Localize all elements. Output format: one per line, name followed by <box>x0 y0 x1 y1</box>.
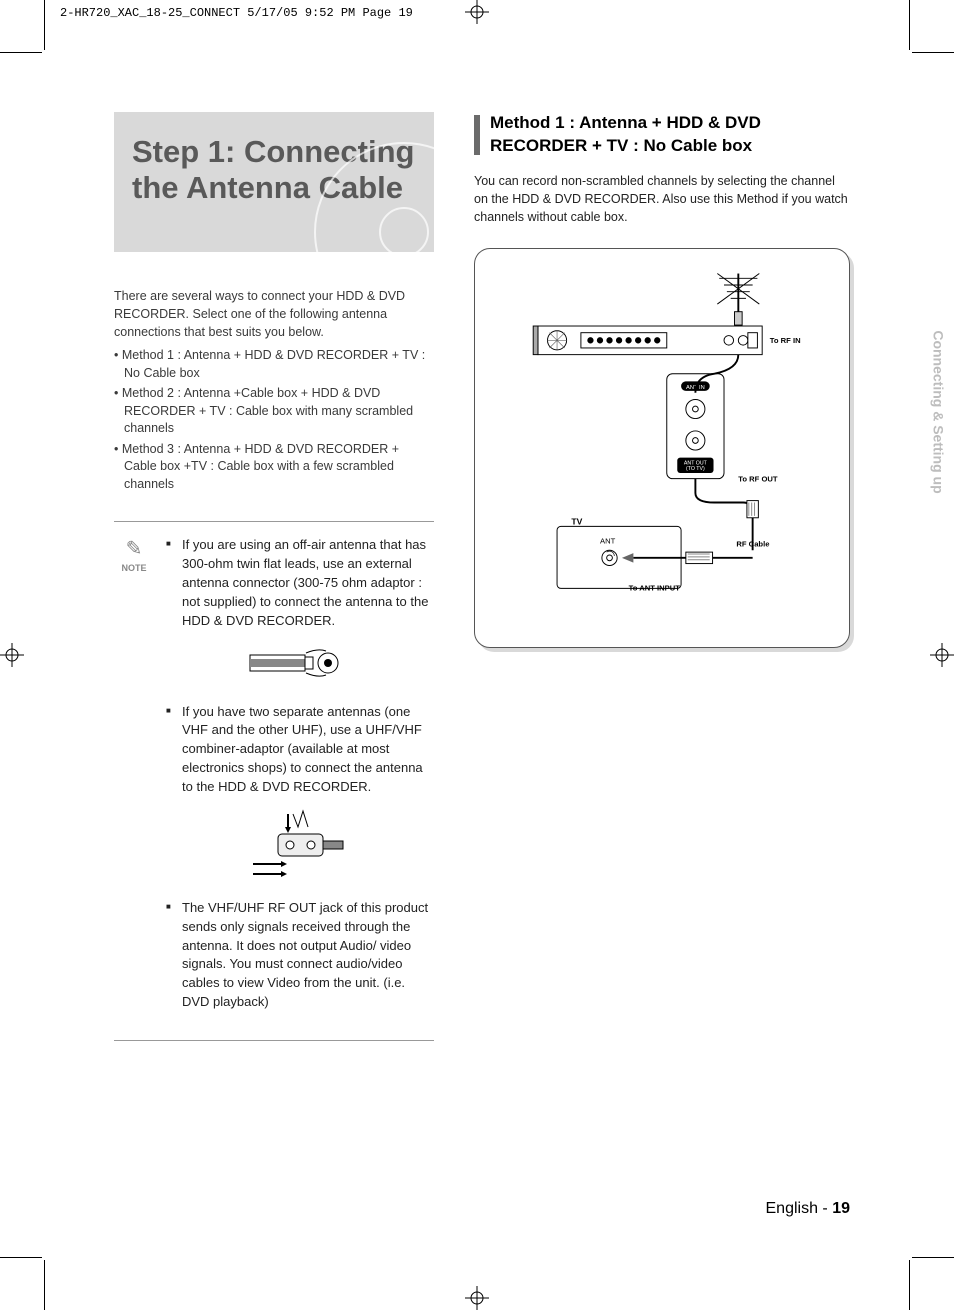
crop-mark <box>44 1260 45 1310</box>
intro-paragraph: There are several ways to connect your H… <box>114 287 434 493</box>
combiner-adaptor-icon <box>253 809 363 879</box>
note-item: The VHF/UHF RF OUT jack of this product … <box>166 899 434 1012</box>
label-to-rf-in: To RF IN <box>770 336 801 345</box>
footer-page-number: 19 <box>832 1200 850 1217</box>
method-description: You can record non-scrambled channels by… <box>474 172 850 226</box>
page-content: Step 1: Connecting the Antenna Cable The… <box>44 52 910 1258</box>
note-item: If you have two separate antennas (one V… <box>166 703 434 879</box>
print-header: 2-HR720_XAC_18-25_CONNECT 5/17/05 9:52 P… <box>60 6 413 20</box>
pencil-icon: ✎ <box>114 536 154 561</box>
registration-mark-icon <box>930 643 954 667</box>
method-option: Method 1 : Antenna + HDD & DVD RECORDER … <box>114 347 434 382</box>
crop-mark <box>912 1257 954 1258</box>
crop-mark <box>912 52 954 53</box>
registration-mark-icon <box>465 0 489 24</box>
connection-diagram: To RF IN ANT IN ANT OUT (TO TV) <box>474 248 850 648</box>
page-footer: English - 19 <box>766 1200 851 1218</box>
svg-text:ANT: ANT <box>600 537 616 546</box>
crop-mark <box>0 1257 42 1258</box>
tv-icon: TV ANT <box>557 517 681 589</box>
note-item: If you are using an off-air antenna that… <box>166 536 434 682</box>
svg-text:TV: TV <box>571 517 582 527</box>
left-column: Step 1: Connecting the Antenna Cable The… <box>114 112 434 1041</box>
svg-text:(TO TV): (TO TV) <box>686 466 705 472</box>
antenna-adaptor-icon <box>248 643 368 683</box>
heading-marker-icon <box>474 115 480 155</box>
method-option: Method 3 : Antenna + HDD & DVD RECORDER … <box>114 441 434 494</box>
label-to-ant-input: To ANT INPUT <box>629 584 681 593</box>
methods-list: Method 1 : Antenna + HDD & DVD RECORDER … <box>114 347 434 493</box>
registration-mark-icon <box>465 1286 489 1310</box>
registration-mark-icon <box>0 643 24 667</box>
label-rf-cable: RF Cable <box>736 540 769 549</box>
method-option: Method 2 : Antenna +Cable box + HDD & DV… <box>114 385 434 438</box>
crop-mark <box>909 1260 910 1310</box>
rf-plug-icon <box>747 501 758 518</box>
crop-mark <box>44 0 45 50</box>
step-heading-box: Step 1: Connecting the Antenna Cable <box>114 112 434 252</box>
method-heading: Method 1 : Antenna + HDD & DVD RECORDER … <box>474 112 850 158</box>
crop-mark <box>0 52 42 53</box>
method-title: Method 1 : Antenna + HDD & DVD RECORDER … <box>490 112 850 158</box>
section-side-tab: Connecting & Setting up <box>924 312 954 512</box>
label-to-rf-out: To RF OUT <box>738 475 778 484</box>
antenna-icon <box>717 274 759 312</box>
footer-language: English <box>766 1200 818 1217</box>
note-label: NOTE <box>114 563 154 573</box>
note-block: ✎ NOTE If you are using an off-air anten… <box>114 521 434 1041</box>
crop-mark <box>909 0 910 50</box>
right-column: Method 1 : Antenna + HDD & DVD RECORDER … <box>474 112 850 1041</box>
recorder-back-icon <box>533 326 762 355</box>
